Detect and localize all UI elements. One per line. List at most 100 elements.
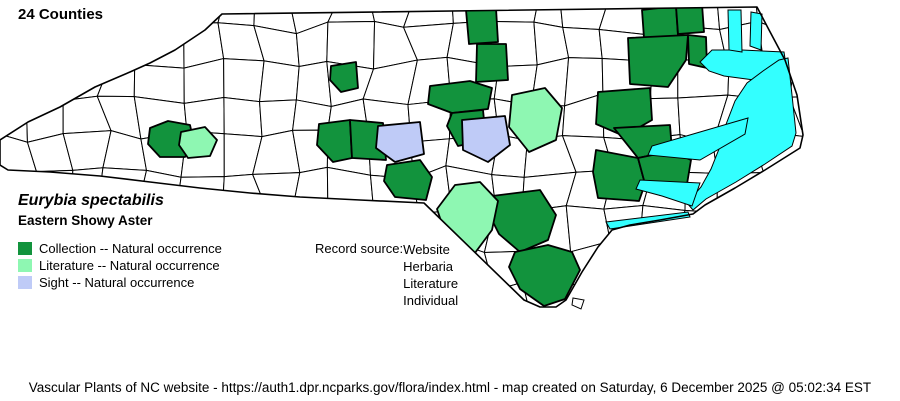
record-source-website: Website — [403, 242, 450, 257]
legend-label-collection: Collection -- Natural occurrence — [39, 241, 222, 256]
county-sight — [461, 115, 511, 163]
county-shape — [716, 211, 761, 249]
county-shape — [21, 62, 64, 106]
county-shape — [22, 286, 67, 307]
county-shape — [60, 287, 106, 307]
county-shape — [598, 7, 648, 36]
county-shape — [181, 7, 225, 24]
county-shape — [608, 240, 643, 291]
county-shape — [221, 246, 260, 292]
county-collection — [627, 34, 689, 88]
county-shape — [57, 34, 112, 65]
county-shape — [608, 285, 649, 307]
county-shape — [754, 276, 803, 307]
county-shape — [327, 7, 376, 23]
county-collection — [465, 7, 499, 45]
island-shape — [571, 297, 585, 310]
county-shape — [21, 23, 69, 64]
county-shape — [258, 285, 301, 307]
county-shape — [562, 26, 603, 59]
county-shape — [217, 7, 256, 27]
county-collection — [427, 80, 493, 114]
county-count-title: 24 Counties — [18, 6, 104, 23]
water-body — [749, 11, 763, 51]
legend-label-literature: Literature -- Natural occurrence — [39, 258, 220, 273]
county-shape — [326, 20, 376, 70]
county-shape — [788, 240, 803, 288]
county-shape — [402, 7, 454, 28]
county-literature — [508, 87, 563, 153]
county-shape — [794, 276, 803, 307]
county-shape — [751, 213, 803, 254]
county-shape — [797, 168, 803, 215]
water-body — [635, 179, 701, 207]
county-shape — [0, 62, 27, 106]
county-collection — [329, 61, 359, 93]
county-shape — [751, 246, 796, 281]
collection-swatch-icon — [18, 242, 32, 255]
legend-label-sight: Sight -- Natural occurrence — [39, 275, 195, 290]
county-shape — [223, 58, 265, 103]
county-literature — [178, 126, 218, 159]
legend-row-collection: Collection -- Natural occurrence — [18, 240, 222, 257]
literature-swatch-icon — [18, 259, 32, 272]
sounds-water — [605, 9, 797, 230]
county-collection — [641, 7, 679, 39]
county-shape — [0, 23, 27, 72]
water-body — [605, 211, 691, 230]
county-shape — [133, 22, 185, 69]
water-body — [647, 117, 749, 161]
nc-county-map-svg — [0, 6, 804, 310]
record-source-literature: Literature — [403, 276, 459, 291]
county-collection — [475, 43, 509, 83]
record-source-block: Record source: Website Herbaria Literatu… — [315, 241, 458, 309]
county-shape — [786, 21, 803, 70]
county-collection — [383, 159, 433, 201]
record-source-label: Record source: — [315, 241, 404, 256]
county-shape — [222, 201, 265, 249]
county-shape — [254, 201, 301, 251]
county-shape — [786, 7, 803, 34]
sight-swatch-icon — [18, 276, 32, 289]
county-shape — [0, 99, 28, 143]
county-shape — [295, 60, 332, 108]
nc-county-map — [0, 6, 804, 310]
county-shape — [674, 245, 724, 287]
county-shape — [713, 279, 758, 307]
county-shape — [638, 245, 691, 291]
state-outline — [0, 6, 804, 308]
legend: Collection -- Natural occurrence Literat… — [18, 240, 222, 291]
legend-row-sight: Sight -- Natural occurrence — [18, 274, 222, 291]
county-shape — [797, 134, 803, 180]
county-shape — [788, 204, 803, 254]
county-shape — [0, 286, 24, 307]
county-shape — [641, 281, 691, 307]
county-shape — [565, 205, 611, 253]
record-source-individual: Individual — [403, 293, 459, 308]
county-collection — [316, 119, 353, 163]
county-shape — [96, 63, 136, 98]
county-sight — [375, 121, 425, 163]
county-shape — [759, 168, 803, 215]
record-source-herbaria: Herbaria — [403, 259, 454, 274]
county-collection — [508, 244, 581, 307]
county-shape — [675, 281, 719, 307]
county-shape — [221, 287, 261, 307]
record-source-values: Website Herbaria Literature Individual — [403, 241, 458, 309]
species-block: Eurybia spectabilis Eastern Showy Aster — [18, 192, 164, 229]
water-body — [727, 9, 743, 53]
county-shape — [149, 7, 185, 26]
species-scientific-name: Eurybia spectabilis — [18, 192, 164, 209]
county-shape — [223, 96, 263, 138]
county-shape — [254, 245, 301, 289]
county-collection — [675, 7, 705, 35]
county-shape — [109, 23, 152, 66]
county-shape — [258, 60, 300, 103]
county-shape — [96, 7, 152, 36]
county-shape — [251, 172, 301, 212]
legend-row-literature: Literature -- Natural occurrence — [18, 257, 222, 274]
record-counties — [147, 7, 708, 307]
county-shape — [177, 176, 225, 206]
county-shape — [638, 204, 686, 252]
county-shape — [713, 246, 756, 287]
